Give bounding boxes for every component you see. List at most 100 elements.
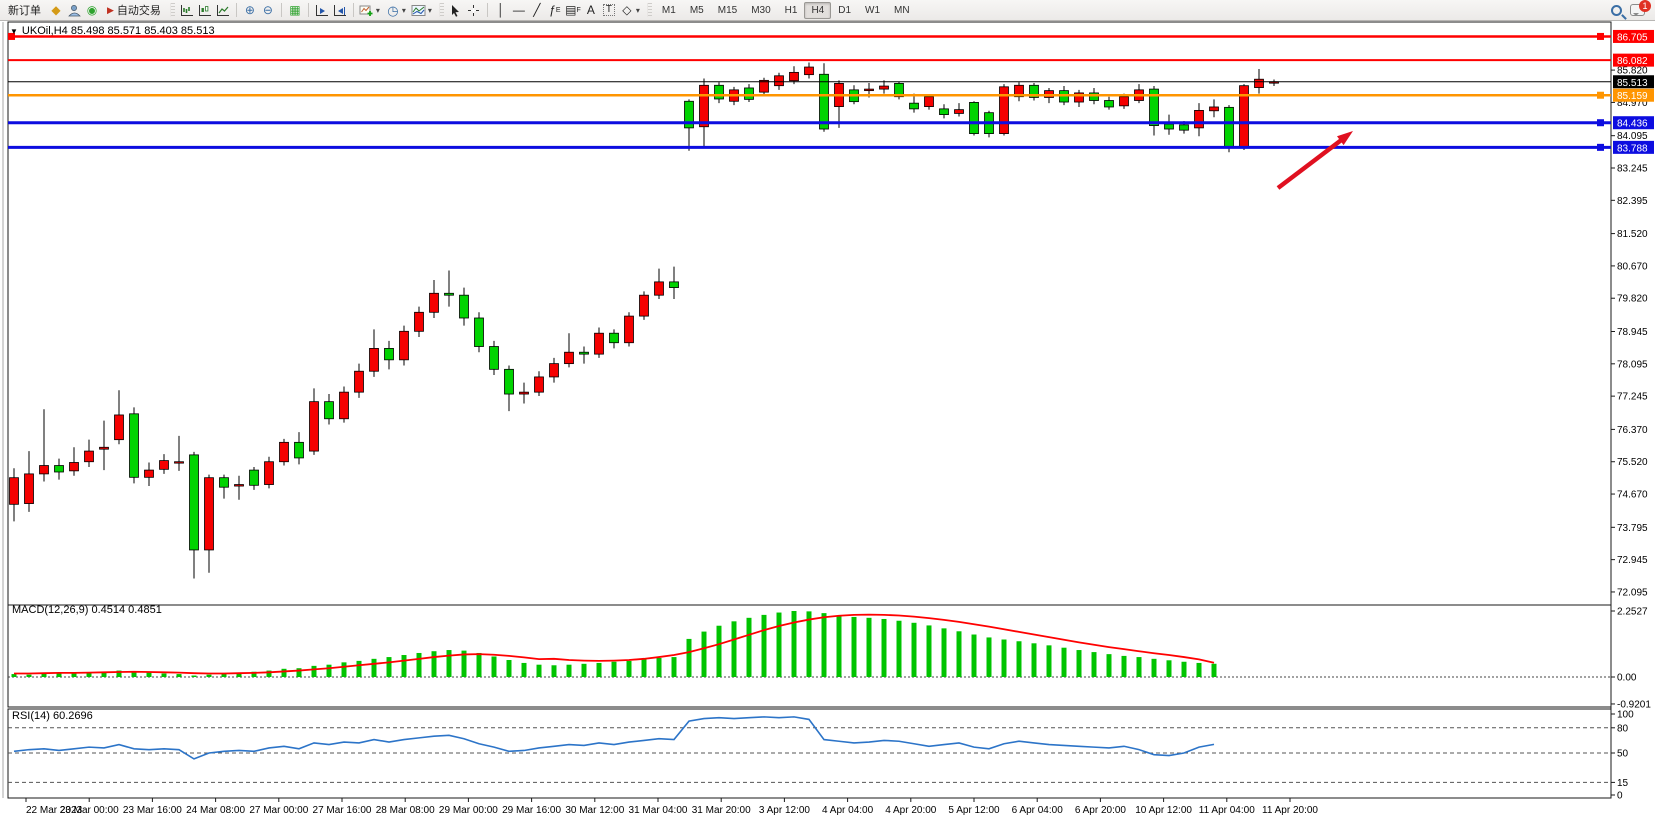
zoom-in-icon[interactable]: ⊕: [244, 3, 255, 17]
svg-text:2.2527: 2.2527: [1617, 606, 1648, 617]
timeframe-m30[interactable]: M30: [751, 4, 771, 16]
contacts-icon[interactable]: [65, 2, 83, 19]
svg-text:30 Mar 12:00: 30 Mar 12:00: [565, 805, 624, 816]
svg-text:5 Apr 12:00: 5 Apr 12:00: [948, 805, 1000, 816]
chart-title-text: UKOil,H4 85.498 85.571 85.403 85.513: [21, 25, 215, 37]
chat-icon[interactable]: 1: [1630, 0, 1651, 16]
zoom-out-icon[interactable]: ⊖: [262, 3, 273, 17]
svg-text:3 Apr 12:00: 3 Apr 12:00: [759, 805, 811, 816]
toolbar-grip3: [646, 3, 652, 17]
svg-text:6 Apr 20:00: 6 Apr 20:00: [1075, 805, 1127, 816]
price-axis[interactable]: 85.820 84.970 84.095 83.245 82.395 81.520 80.6…: [1611, 29, 1654, 599]
candles: [9, 62, 1279, 579]
svg-text:82.395: 82.395: [1617, 196, 1648, 207]
trendline-tool-icon[interactable]: ╱: [533, 3, 541, 17]
add-indicator-icon[interactable]: [358, 2, 376, 19]
price-label-85.159: 85.159: [1617, 91, 1648, 102]
search-icon[interactable]: [1611, 4, 1622, 16]
shapes-tool-icon[interactable]: ◇: [622, 3, 632, 17]
svg-text:27 Mar 00:00: 27 Mar 00:00: [249, 805, 308, 816]
vertical-line-tool-icon[interactable]: │: [497, 3, 505, 17]
arrow-annotation[interactable]: [1276, 131, 1353, 190]
label-tool-icon[interactable]: T: [600, 2, 618, 19]
svg-text:74.670: 74.670: [1617, 490, 1648, 501]
svg-text:72.945: 72.945: [1617, 555, 1648, 566]
svg-text:27 Mar 16:00: 27 Mar 16:00: [313, 805, 372, 816]
timeframe-h1[interactable]: H1: [784, 4, 798, 16]
svg-text:4 Apr 04:00: 4 Apr 04:00: [822, 805, 874, 816]
chart-menu-icon[interactable]: ▼: [10, 26, 18, 36]
svg-text:75.520: 75.520: [1617, 457, 1648, 468]
timeframe-d1[interactable]: D1: [838, 4, 852, 16]
svg-text:76.370: 76.370: [1617, 425, 1648, 436]
svg-text:78.095: 78.095: [1617, 359, 1648, 370]
timeframe-m1[interactable]: M1: [661, 4, 676, 16]
text-tool-icon[interactable]: A: [586, 3, 595, 17]
svg-text:80.670: 80.670: [1617, 261, 1648, 272]
svg-text:23 Mar 00:00: 23 Mar 00:00: [60, 805, 119, 816]
autotrade-button[interactable]: ▶ 自动交易: [101, 0, 167, 20]
autotrade-play-icon: ▶: [107, 4, 114, 15]
add-indicator-caret-icon[interactable]: ▾: [375, 5, 380, 15]
template-icon[interactable]: [410, 2, 428, 19]
svg-text:31 Mar 04:00: 31 Mar 04:00: [629, 805, 688, 816]
main-toolbar: 新订单 ◆ ◉ ▶ 自动交易 ⊕ ⊖ ▦: [0, 0, 1655, 21]
period-menu-caret-icon[interactable]: ▾: [401, 5, 406, 15]
timeframe-w1[interactable]: W1: [865, 4, 881, 16]
svg-text:31 Mar 20:00: 31 Mar 20:00: [692, 805, 751, 816]
chart-bars-icon[interactable]: [178, 2, 196, 19]
svg-text:29 Mar 00:00: 29 Mar 00:00: [439, 805, 498, 816]
macd-histogram: [11, 610, 1217, 677]
macd-indicator-label: MACD(12,26,9) 0.4514 0.4851: [12, 604, 162, 616]
svg-text:72.095: 72.095: [1617, 587, 1648, 598]
price-label-85.513: 85.513: [1617, 78, 1648, 89]
crosshair-icon[interactable]: [465, 2, 483, 19]
timeframe-h4[interactable]: H4: [804, 1, 832, 19]
toolbar-grip: [169, 3, 175, 17]
svg-text:84.095: 84.095: [1617, 131, 1648, 142]
channels-tool-icon[interactable]: ▤ F: [565, 3, 581, 17]
rsi-line: [13, 716, 1215, 760]
svg-text:4 Apr 20:00: 4 Apr 20:00: [885, 805, 937, 816]
new-order-button[interactable]: 新订单: [2, 0, 47, 20]
svg-text:100: 100: [1617, 710, 1634, 721]
rsi-indicator-label: RSI(14) 60.2696: [12, 710, 93, 722]
svg-text:78.945: 78.945: [1617, 327, 1648, 338]
chart-candles-icon[interactable]: [196, 2, 214, 19]
timeframe-mn[interactable]: MN: [894, 4, 910, 16]
svg-text:22 Mar 2023: 22 Mar 2023: [26, 805, 83, 816]
svg-text:6 Apr 04:00: 6 Apr 04:00: [1012, 805, 1064, 816]
chart-shift-icon[interactable]: [331, 2, 349, 19]
price-label-86.082: 86.082: [1617, 56, 1648, 67]
autotrade-label: 自动交易: [116, 5, 161, 17]
cursor-icon[interactable]: [447, 2, 465, 19]
svg-text:24 Mar 08:00: 24 Mar 08:00: [186, 805, 245, 816]
horizontal-line-tool-icon[interactable]: —: [512, 3, 525, 17]
alerts-icon[interactable]: ◆: [51, 3, 61, 17]
chart-canvas[interactable]: 85.820 84.970 84.095 83.245 82.395 81.520 80.6…: [0, 21, 1655, 824]
svg-text:11 Apr 20:00: 11 Apr 20:00: [1262, 805, 1318, 816]
shapes-caret-icon[interactable]: ▾: [635, 5, 640, 15]
timeframe-m15[interactable]: M15: [717, 4, 738, 16]
timeframe-m5[interactable]: M5: [689, 4, 704, 16]
period-menu-icon[interactable]: ◷: [387, 2, 399, 18]
chart-line-icon[interactable]: [214, 2, 232, 19]
svg-text:0: 0: [1617, 791, 1623, 802]
svg-text:28 Mar 08:00: 28 Mar 08:00: [376, 805, 435, 816]
template-caret-icon[interactable]: ▾: [427, 5, 432, 15]
svg-text:81.520: 81.520: [1617, 229, 1648, 240]
signals-icon[interactable]: ◉: [86, 3, 98, 17]
svg-text:80: 80: [1617, 723, 1629, 734]
svg-text:10 Apr 12:00: 10 Apr 12:00: [1135, 805, 1192, 816]
price-label-83.788: 83.788: [1617, 143, 1648, 154]
tile-windows-icon[interactable]: ▦: [289, 3, 301, 17]
svg-text:15: 15: [1617, 778, 1629, 789]
svg-text:23 Mar 16:00: 23 Mar 16:00: [123, 805, 182, 816]
svg-text:77.245: 77.245: [1617, 392, 1648, 403]
price-label-84.436: 84.436: [1617, 119, 1648, 130]
auto-scroll-icon[interactable]: [313, 2, 331, 19]
new-order-label: 新订单: [8, 5, 41, 17]
